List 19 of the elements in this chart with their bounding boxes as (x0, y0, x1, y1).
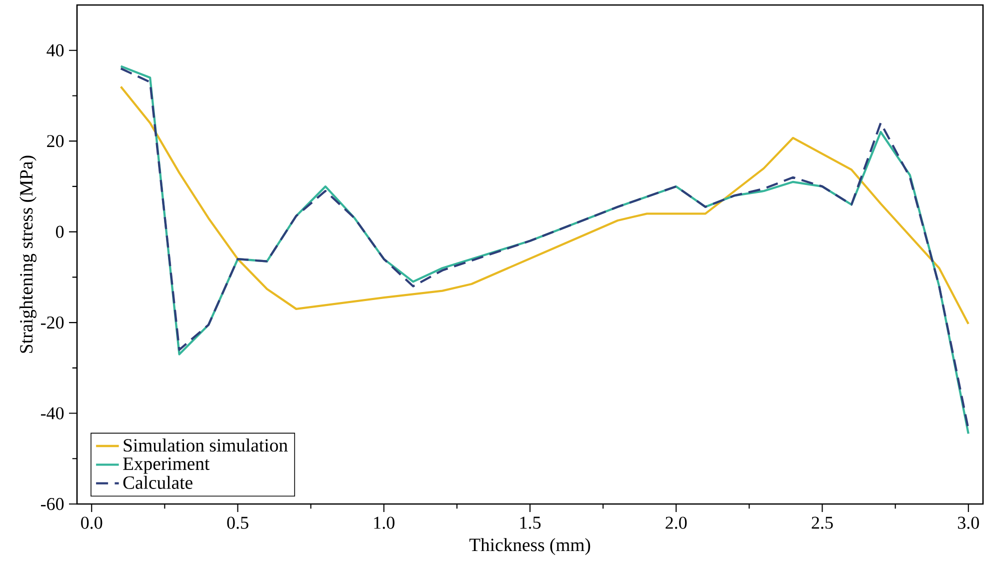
y-tick-label: 40 (46, 44, 64, 56)
x-tick-label: 1.5 (520, 516, 541, 529)
legend-label: Experiment (123, 457, 210, 474)
y-tick-label: -20 (40, 316, 64, 329)
legend-label: Calculate (123, 476, 192, 489)
legend-label: Simulation simulation (124, 438, 288, 452)
y-tick-label: -40 (40, 407, 64, 420)
x-tick-label: 0.0 (81, 516, 102, 529)
y-tick-label: 20 (47, 135, 64, 148)
x-tick-label: 2.5 (812, 516, 833, 529)
x-tick-label: 3.0 (958, 516, 979, 529)
x-axis-title: Thickness (mm) (469, 538, 590, 556)
x-tick-label: 0.5 (227, 516, 248, 529)
y-tick-label: 0 (56, 226, 64, 238)
y-axis-title: Straightening stress (MPa) (19, 156, 36, 353)
y-tick-label: -60 (40, 498, 64, 510)
x-tick-label: 2.0 (666, 516, 687, 529)
line-series (120, 86, 970, 325)
x-tick-label: 1.0 (374, 516, 394, 529)
